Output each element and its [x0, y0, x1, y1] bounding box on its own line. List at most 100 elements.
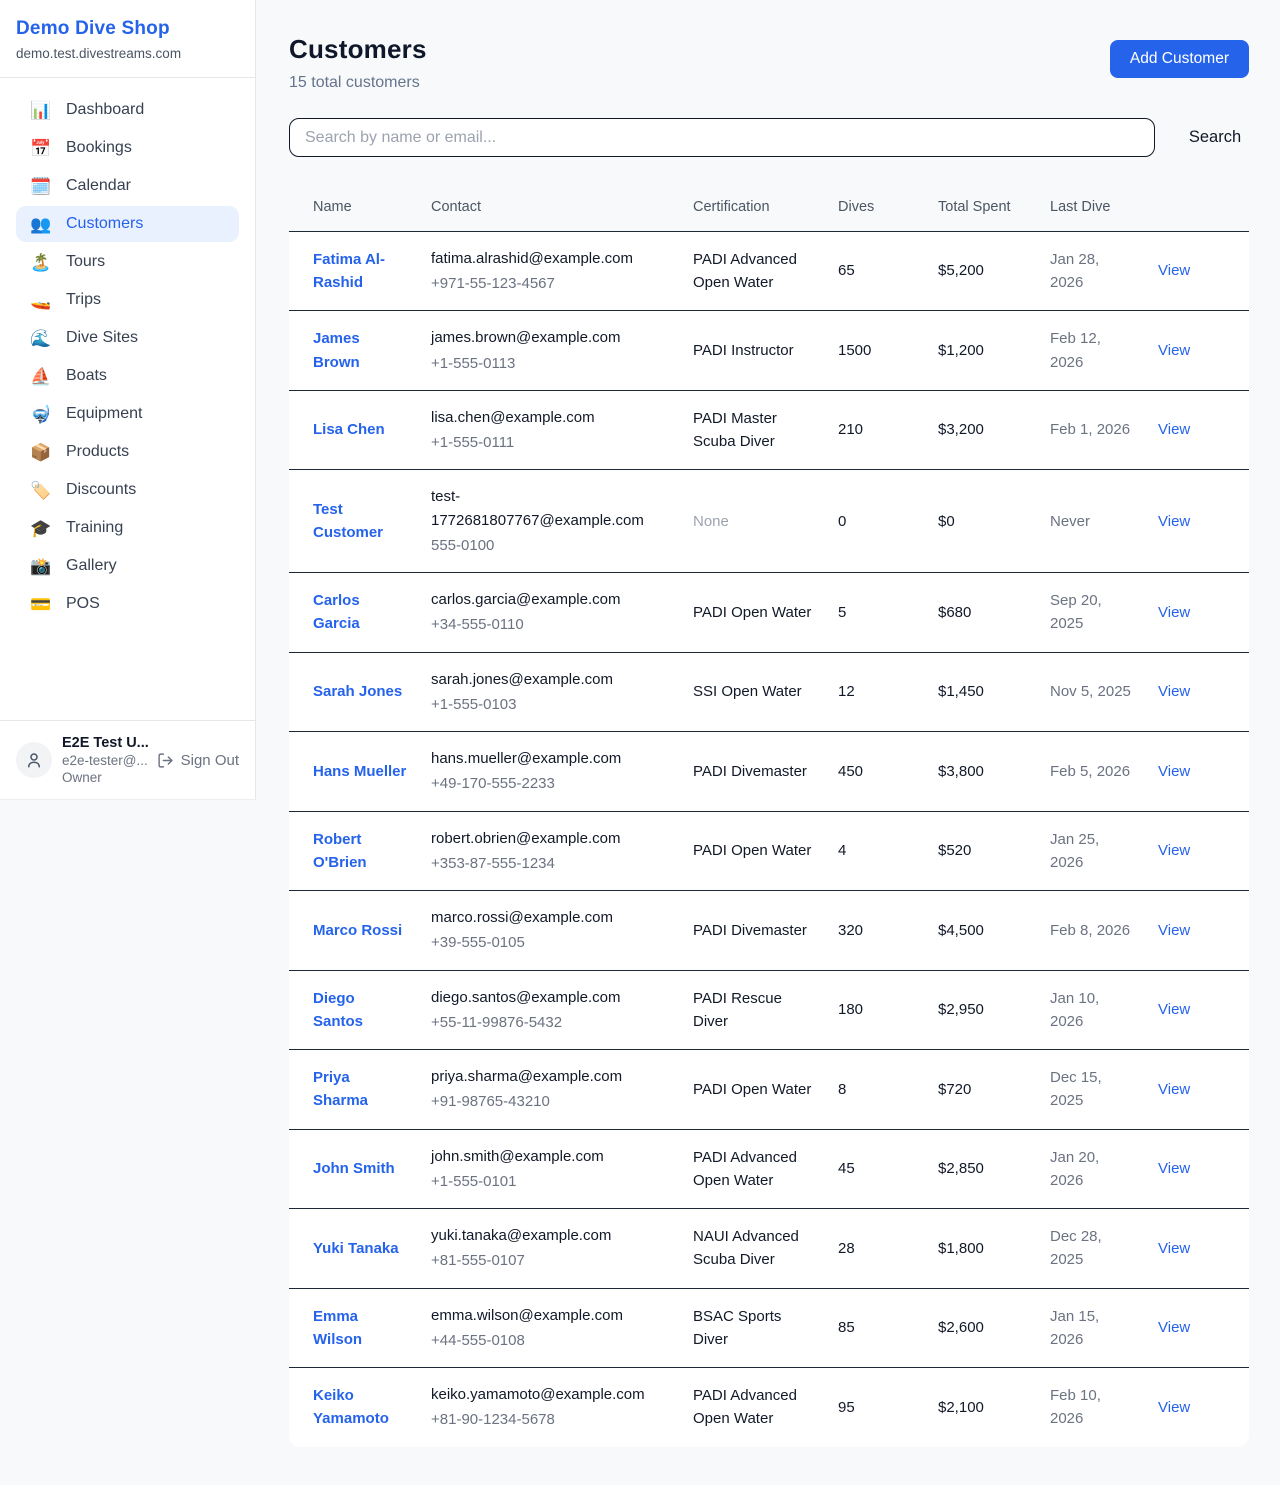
page-header: Customers 15 total customers Add Custome… [289, 34, 1249, 92]
sidebar-item-label: Products [66, 443, 130, 460]
user-role: Owner [62, 770, 102, 785]
customer-name-link[interactable]: Emma Wilson [313, 1307, 363, 1348]
customer-last-dive: Sep 20, 2025 [1038, 572, 1146, 653]
col-header-dives: Dives [826, 185, 926, 232]
customer-last-dive: Jan 25, 2026 [1038, 811, 1146, 891]
customer-total-spent: $2,950 [926, 970, 1038, 1050]
pos-icon: 💳 [30, 594, 52, 614]
customer-certification: NAUI Advanced Scuba Diver [681, 1208, 826, 1289]
col-header-actions [1146, 185, 1249, 232]
training-icon: 🎓 [30, 518, 52, 538]
customer-email: james.brown@example.com [431, 329, 621, 347]
customer-name-link[interactable]: Keiko Yamamoto [313, 1387, 389, 1428]
add-customer-button[interactable]: Add Customer [1109, 40, 1249, 78]
sidebar-item-pos[interactable]: 💳 POS [16, 586, 239, 622]
customer-name-link[interactable]: Robert O'Brien [313, 830, 367, 871]
customer-certification: PADI Advanced Open Water [681, 1129, 826, 1209]
equipment-icon: 🤿 [30, 404, 52, 424]
view-link[interactable]: View [1158, 341, 1191, 359]
search-button[interactable]: Search [1181, 120, 1249, 155]
customer-certification: PADI Rescue Diver [681, 970, 826, 1050]
sidebar-item-equipment[interactable]: 🤿 Equipment [16, 396, 239, 432]
customer-name-link[interactable]: Marco Rossi [313, 921, 403, 939]
sidebar-item-trips[interactable]: 🚤 Trips [16, 282, 239, 318]
sidebar-item-label: Dashboard [66, 101, 145, 118]
view-link[interactable]: View [1158, 421, 1191, 439]
brand-domain: demo.test.divestreams.com [16, 46, 182, 61]
sidebar-item-customers[interactable]: 👥 Customers [16, 206, 239, 242]
customer-name-link[interactable]: Test Customer [313, 500, 384, 542]
view-link[interactable]: View [1158, 512, 1191, 530]
customer-email: carlos.garcia@example.com [431, 591, 621, 608]
table-row: Hans Mueller hans.mueller@example.com +49… [289, 731, 1249, 812]
sidebar-item-products[interactable]: 📦 Products [16, 434, 239, 470]
sidebar-item-label: Equipment [66, 405, 143, 422]
table-row: Yuki Tanaka yuki.tanaka@example.com +81-5… [289, 1208, 1249, 1289]
view-link[interactable]: View [1158, 1319, 1191, 1337]
customer-name-link[interactable]: John Smith [313, 1160, 395, 1178]
view-link[interactable]: View [1158, 603, 1191, 621]
sidebar-nav: 📊 Dashboard 📅 Bookings 🗓️ Calendar 👥 Cus… [0, 78, 255, 636]
view-link[interactable]: View [1158, 921, 1191, 939]
col-header-contact: Contact [419, 185, 681, 232]
customer-email: yuki.tanaka@example.com [431, 1227, 612, 1244]
customer-name-link[interactable]: Yuki Tanaka [313, 1239, 399, 1257]
view-link[interactable]: View [1158, 842, 1191, 860]
customer-email: keiko.yamamoto@example.com [431, 1386, 645, 1403]
customer-certification: PADI Open Water [681, 572, 826, 653]
brand-title[interactable]: Demo Dive Shop [16, 18, 170, 39]
customer-total-spent: $3,200 [926, 390, 1038, 471]
user-block: E2E Test U... e2e-tester@... Owner Sign … [0, 720, 255, 799]
customer-dives: 5 [826, 572, 926, 653]
customer-dives: 95 [838, 1398, 855, 1416]
view-link[interactable]: View [1158, 1398, 1191, 1416]
view-link[interactable]: View [1158, 762, 1191, 780]
discounts-icon: 🏷️ [30, 480, 52, 500]
col-header-name: Name [289, 185, 419, 232]
customer-email: fatima.alrashid@example.com [431, 249, 633, 267]
view-link[interactable]: View [1158, 683, 1191, 701]
customer-last-dive: Jan 28, 2026 [1038, 231, 1146, 312]
view-link[interactable]: View [1158, 1080, 1191, 1098]
customer-name-link[interactable]: Lisa Chen [313, 421, 385, 439]
sidebar-item-label: Tours [66, 253, 106, 270]
customer-dives: 180 [826, 970, 926, 1050]
sidebar-item-discounts[interactable]: 🏷️ Discounts [16, 472, 239, 508]
customer-name-link[interactable]: Sarah Jones [313, 683, 403, 701]
col-header-certification: Certification [681, 185, 826, 232]
customer-total-spent: $520 [926, 811, 1038, 891]
customer-dives: 28 [826, 1208, 926, 1289]
customer-name-link[interactable]: Hans Mueller [313, 762, 407, 780]
sidebar-item-training[interactable]: 🎓 Training [16, 510, 239, 546]
customer-total-spent: $1,800 [926, 1208, 1038, 1289]
sidebar-item-label: Customers [66, 215, 144, 232]
customer-phone: +971-55-123-4567 [431, 275, 555, 292]
sign-out-button[interactable]: Sign Out [157, 752, 239, 769]
calendar-icon: 🗓️ [30, 176, 52, 196]
sidebar-item-bookings[interactable]: 📅 Bookings [16, 130, 239, 166]
customer-certification: PADI Open Water [681, 811, 826, 891]
bookings-icon: 📅 [30, 138, 52, 158]
view-link[interactable]: View [1158, 262, 1191, 280]
sidebar-item-gallery[interactable]: 📸 Gallery [16, 548, 239, 584]
customer-name-link[interactable]: Priya Sharma [313, 1069, 369, 1110]
customer-certification: SSI Open Water [681, 652, 826, 732]
sidebar-item-dashboard[interactable]: 📊 Dashboard [16, 92, 239, 128]
view-link[interactable]: View [1158, 1001, 1191, 1019]
customer-email: sarah.jones@example.com [431, 670, 613, 688]
customer-dives: 12 [826, 652, 926, 732]
customer-name-link[interactable]: James Brown [313, 330, 360, 371]
view-link[interactable]: View [1158, 1239, 1191, 1257]
customer-name-link[interactable]: Fatima Al-Rashid [313, 250, 385, 291]
view-link[interactable]: View [1158, 1160, 1191, 1178]
customers-table-card: Name Contact Certification Dives Total S… [289, 185, 1249, 1447]
col-header-total-spent: Total Spent [926, 185, 1038, 232]
sidebar-item-calendar[interactable]: 🗓️ Calendar [16, 168, 239, 204]
customer-name-link[interactable]: Carlos Garcia [313, 592, 360, 633]
table-row: Fatima Al-Rashid fatima.alrashid@example… [289, 231, 1249, 312]
sidebar-item-tours[interactable]: 🏝️ Tours [16, 244, 239, 280]
sidebar-item-dive-sites[interactable]: 🌊 Dive Sites [16, 320, 239, 356]
sidebar-item-boats[interactable]: ⛵ Boats [16, 358, 239, 394]
search-input[interactable] [289, 118, 1155, 157]
customer-name-link[interactable]: Diego Santos [313, 989, 364, 1030]
